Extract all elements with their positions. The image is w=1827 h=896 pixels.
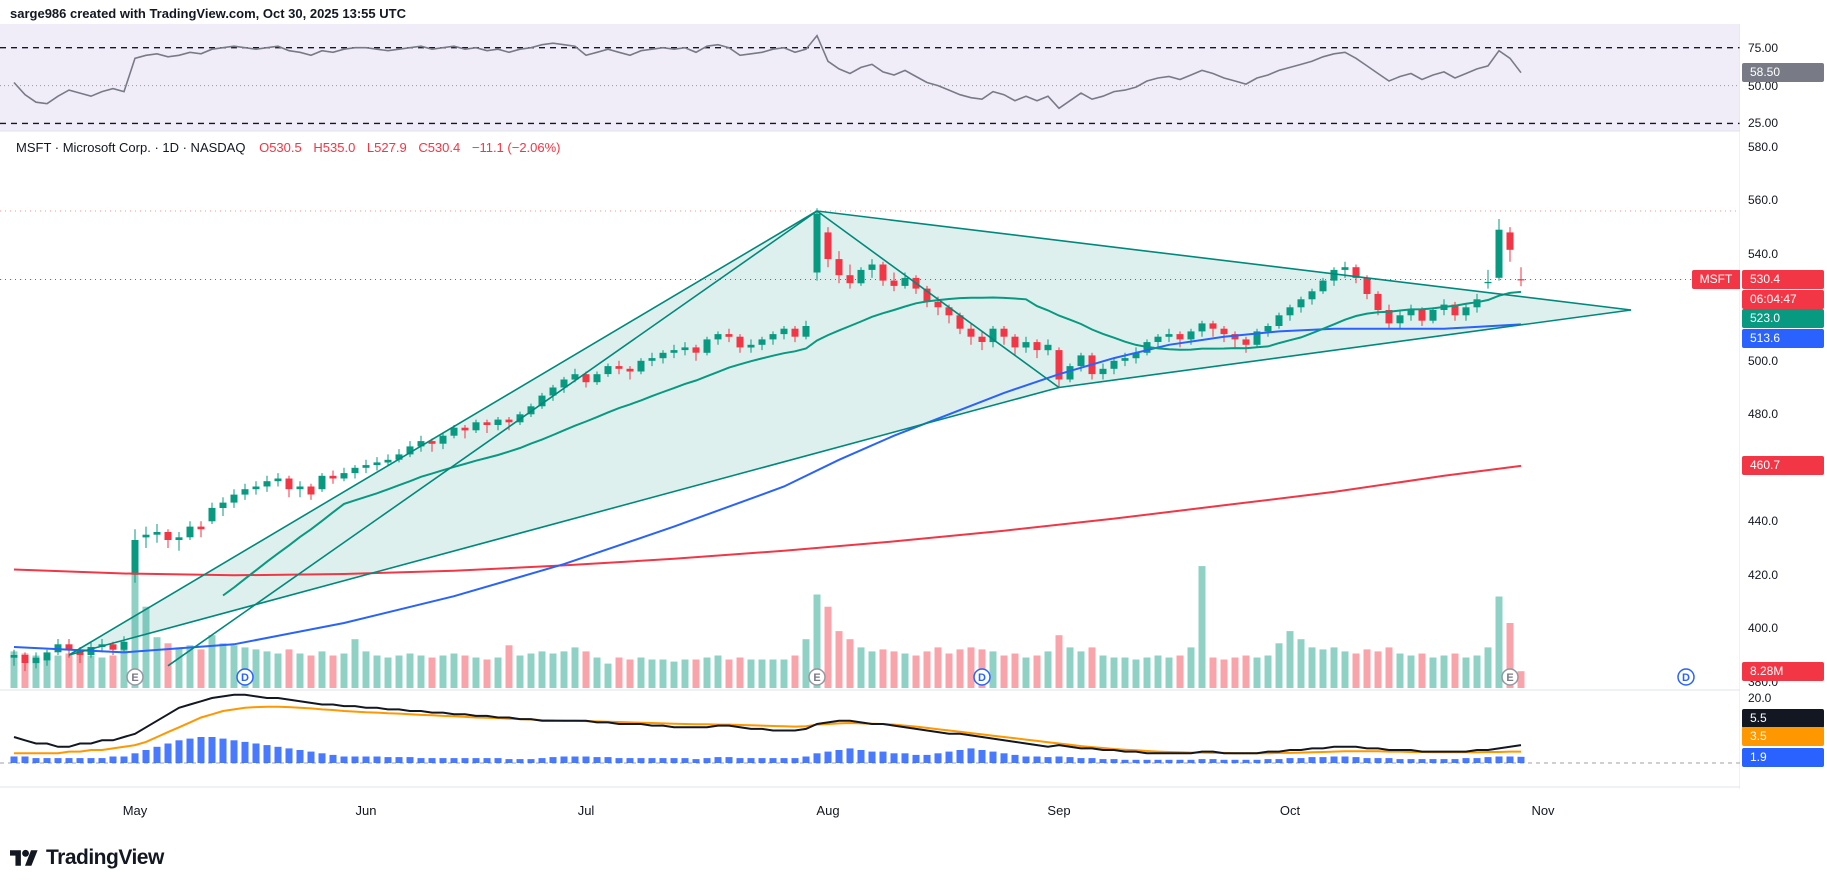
price-axis-tick: 400.0	[1748, 621, 1779, 636]
last-price-badge: 530.4	[1742, 270, 1824, 289]
earnings-marker[interactable]: E	[126, 668, 144, 686]
price-axis-tick: 420.0	[1748, 567, 1779, 582]
price-axis-tick: 440.0	[1748, 514, 1779, 529]
symbol-legend[interactable]: MSFT · Microsoft Corp. · 1D · NASDAQ O53…	[16, 140, 569, 155]
legend-low: L527.9	[366, 140, 407, 155]
svg-text:E: E	[1506, 672, 1513, 684]
rsi-value-badge: 58.50	[1742, 63, 1824, 83]
time-axis-month-jul: Jul	[577, 803, 595, 818]
watermark: sarge986 created with TradingView.com, O…	[10, 6, 406, 21]
triangle-drawing-fill[interactable]	[69, 211, 1631, 655]
svg-text:E: E	[813, 672, 820, 684]
price-lines	[0, 210, 1740, 280]
ma20-line[interactable]	[222, 290, 1522, 597]
legend-close: C530.4	[418, 140, 461, 155]
earnings-marker[interactable]: E	[1501, 668, 1519, 686]
rsi-axis-tick: 50.00	[1748, 78, 1779, 93]
rsi-axis-tick: 25.00	[1748, 116, 1779, 131]
ma50-line[interactable]	[13, 323, 1522, 654]
candles	[10, 208, 1525, 672]
indicator-black-badge: 5.5	[1742, 708, 1824, 728]
rsi-pane	[0, 24, 1740, 131]
tradingview-logo-text: TradingView	[46, 846, 164, 869]
earnings-marker[interactable]: E	[808, 668, 826, 686]
ma50-value-badge: 513.6	[1742, 328, 1824, 348]
ma200-value-badge: 460.7	[1742, 456, 1824, 476]
price-axis-tick: 560.0	[1748, 193, 1779, 208]
ma200-line[interactable]	[13, 464, 1522, 577]
volume-value-badge: 8.28M	[1742, 661, 1824, 681]
symbol-price-tag: MSFT	[1692, 270, 1740, 289]
svg-text:E: E	[131, 672, 138, 684]
svg-text:D: D	[1682, 672, 1690, 684]
countdown-badge: 06:04:47	[1742, 289, 1824, 309]
svg-text:D: D	[978, 672, 986, 684]
price-axis[interactable]: 75.00 50.00 25.00 580.0 560.0 540.0 500.0 480.0…	[1740, 0, 1827, 830]
legend-high: H535.0	[313, 140, 356, 155]
legend-change: −11.1 (−2.06%)	[471, 140, 561, 155]
time-axis-month-aug: Aug	[816, 803, 840, 818]
time-axis-month-may: May	[122, 803, 148, 818]
indicator-axis-tick: 20.0	[1748, 691, 1772, 705]
price-axis-tick: 540.0	[1748, 246, 1779, 261]
tradingview-logo[interactable]: TradingView	[10, 846, 164, 870]
price-axis-tick: 580.0	[1748, 139, 1779, 154]
dividend-marker[interactable]: D	[973, 668, 991, 686]
time-axis-month-oct: Oct	[1279, 803, 1301, 818]
indicator-orange-line	[14, 705, 1521, 755]
legend-open: O530.5	[259, 140, 302, 155]
time-axis-month-sep: Sep	[1047, 803, 1071, 818]
svg-text:D: D	[241, 672, 249, 684]
triangle-drawing-lines[interactable]	[68, 210, 1632, 667]
time-axis[interactable]: May Jun Jul Aug Sep Oct Nov	[0, 789, 1827, 829]
indicator-hist-badge: 1.9	[1742, 747, 1824, 767]
legend-title: MSFT · Microsoft Corp. · 1D · NASDAQ	[16, 140, 246, 155]
tradingview-logo-icon	[10, 849, 38, 866]
price-axis-tick: 480.0	[1748, 407, 1779, 422]
indicator-orange-badge: 3.5	[1742, 726, 1824, 746]
ma20-value-badge: 523.0	[1742, 309, 1824, 328]
dividend-upcoming-marker[interactable]: D	[1677, 668, 1695, 686]
rsi-line	[13, 34, 1522, 110]
rsi-axis-tick: 75.00	[1748, 40, 1779, 55]
time-axis-month-nov: Nov	[1531, 803, 1555, 818]
time-axis-month-jun: Jun	[355, 803, 377, 818]
indicator-pane	[0, 693, 1740, 764]
price-axis-tick: 500.0	[1748, 353, 1779, 368]
indicator-black-line	[13, 693, 1522, 755]
dividend-marker[interactable]: D	[236, 668, 254, 686]
